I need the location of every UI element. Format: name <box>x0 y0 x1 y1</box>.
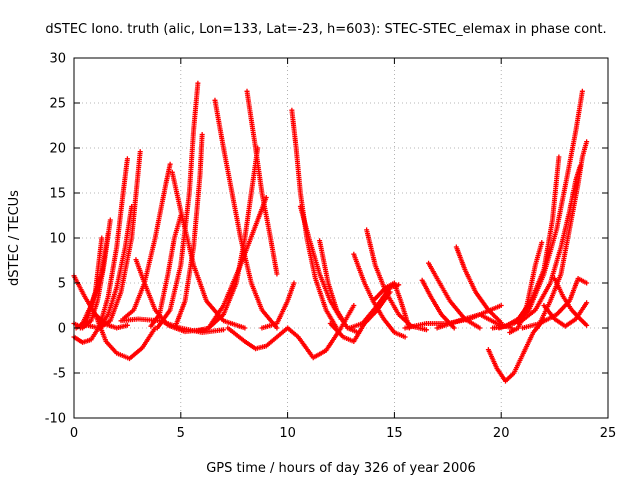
data-track <box>317 238 361 335</box>
data-point-marker <box>584 280 590 286</box>
data-track <box>297 204 344 322</box>
x-tick-label: 5 <box>177 426 185 441</box>
data-track <box>174 132 205 326</box>
data-point-marker <box>242 325 248 331</box>
data-track <box>97 149 143 331</box>
data-point-marker <box>556 154 562 160</box>
x-axis-label: GPS time / hours of day 326 of year 2006 <box>206 461 476 476</box>
y-tick-label: 10 <box>49 232 66 247</box>
data-track <box>154 80 201 331</box>
data-point-marker <box>105 231 111 236</box>
data-point-marker <box>451 325 457 331</box>
data-point-marker <box>402 334 408 340</box>
data-point-marker <box>255 145 261 151</box>
data-point-marker <box>423 327 429 333</box>
data-track <box>206 195 269 331</box>
y-tick-label: 25 <box>49 97 66 112</box>
data-point-marker <box>107 217 113 223</box>
data-track <box>419 277 457 331</box>
x-tick-label: 20 <box>493 426 510 441</box>
y-tick-label: -10 <box>45 412 66 427</box>
data-point-marker <box>137 149 143 155</box>
y-tick-label: 0 <box>58 322 66 337</box>
y-tick-label: 5 <box>58 277 66 292</box>
data-point-marker <box>99 235 105 241</box>
chart-title: dSTEC Iono. truth (alic, Lon=133, Lat=-2… <box>45 22 606 37</box>
data-track <box>84 204 135 331</box>
data-track <box>285 303 357 361</box>
x-tick-label: 10 <box>279 426 296 441</box>
x-tick-label: 0 <box>70 426 78 441</box>
data-point-marker <box>263 195 269 200</box>
data-point-marker <box>274 325 280 331</box>
data-point-marker <box>351 303 357 308</box>
data-point-marker <box>167 161 173 167</box>
x-tick-label: 25 <box>600 426 617 441</box>
data-track <box>244 88 280 277</box>
data-track <box>347 282 402 331</box>
data-track <box>351 251 408 340</box>
data-point-marker <box>477 325 483 331</box>
data-point-marker <box>539 240 545 245</box>
data-track <box>225 325 291 352</box>
data-point-marker <box>199 132 205 137</box>
data-track <box>120 161 173 322</box>
data-point-marker <box>584 139 590 145</box>
x-tick-label: 15 <box>386 426 403 441</box>
y-tick-label: 20 <box>49 142 66 157</box>
data-point-marker <box>221 327 227 333</box>
data-point-marker <box>124 322 130 328</box>
data-point-marker <box>274 271 280 277</box>
y-tick-label: -5 <box>53 367 66 382</box>
data-track <box>520 276 590 331</box>
y-axis-label: dSTEC / TECUs <box>7 190 22 286</box>
data-point-marker <box>584 322 590 328</box>
data-track <box>118 316 227 335</box>
y-tick-label: 30 <box>49 52 66 67</box>
axis-ticks: 0 5 10 15 20 25 -10 -5 0 5 10 15 20 25 30 <box>45 52 617 442</box>
data-point-marker <box>124 156 130 162</box>
data-track <box>148 213 184 329</box>
data-point-marker <box>579 88 585 94</box>
data-point-marker <box>498 303 504 308</box>
data-point-marker <box>291 280 297 286</box>
data-track <box>92 312 158 362</box>
data-point-marker <box>195 80 201 86</box>
data-track <box>259 280 297 331</box>
data-track <box>453 244 504 326</box>
data-points-layer <box>71 80 590 384</box>
data-track <box>77 231 111 331</box>
data-track <box>496 88 585 331</box>
data-point-marker <box>584 300 590 306</box>
y-tick-label: 15 <box>49 187 66 202</box>
